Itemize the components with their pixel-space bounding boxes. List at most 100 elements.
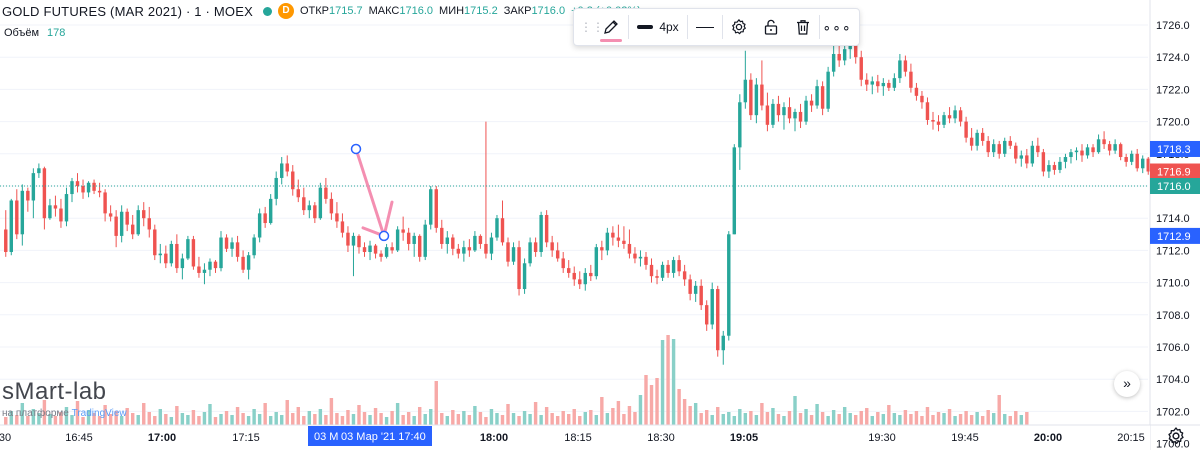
candle: [445, 231, 450, 254]
volume-bar: [274, 412, 278, 425]
candle: [716, 285, 720, 357]
trend-line: [354, 147, 386, 238]
candle: [70, 177, 74, 203]
volume-bar: [125, 408, 129, 425]
candle: [274, 171, 278, 206]
candle-body: [920, 95, 924, 103]
candle: [20, 184, 25, 246]
candle: [268, 194, 273, 225]
volume-bar: [550, 413, 554, 425]
time-crosshair-bg: [308, 426, 432, 446]
candle-body: [881, 82, 886, 87]
line-style-icon[interactable]: [688, 9, 722, 45]
volume-bar: [136, 415, 140, 425]
volume-bar: [644, 375, 648, 425]
candle: [1113, 139, 1117, 154]
candle: [423, 219, 427, 261]
pencil-icon[interactable]: [594, 9, 628, 45]
candle: [357, 234, 361, 254]
line-width-button[interactable]: 4px: [629, 9, 687, 45]
candle: [506, 237, 510, 267]
candle-body: [219, 237, 223, 269]
candle-body: [782, 107, 786, 116]
volume-bar: [594, 415, 599, 425]
candle-body: [848, 44, 852, 50]
volume-bar: [953, 416, 957, 425]
candle: [1047, 160, 1051, 178]
volume-label[interactable]: Объём: [4, 27, 40, 39]
drag-handle[interactable]: ⋮⋮: [580, 20, 604, 34]
toolbar-separator: [628, 15, 629, 39]
candle-body: [213, 261, 218, 269]
volume-bar: [798, 413, 803, 425]
delay-badge[interactable]: D: [277, 3, 294, 19]
candle-body: [296, 189, 300, 198]
candle-body: [335, 213, 339, 222]
volume-bar: [103, 405, 107, 425]
candle-body: [583, 272, 587, 285]
unlock-icon[interactable]: [755, 9, 787, 45]
toolbar-separator: [722, 15, 723, 39]
candle-body: [567, 268, 571, 273]
candle: [153, 224, 157, 261]
candle-body: [760, 84, 764, 106]
candle: [291, 165, 295, 196]
volume-bar: [831, 410, 836, 425]
volume-bar: [219, 414, 223, 425]
candle: [1129, 150, 1134, 166]
candle: [467, 239, 472, 257]
candle: [583, 268, 587, 291]
candle-body: [246, 255, 251, 270]
candle: [1102, 131, 1106, 149]
candle-body: [164, 253, 168, 264]
candle-body: [1025, 155, 1029, 164]
volume-bar: [539, 415, 543, 425]
volume-bar: [511, 413, 516, 425]
candle-body: [108, 213, 113, 217]
time-tick-label: 17:00: [148, 432, 176, 444]
volume-bar: [373, 408, 378, 425]
volume-bar: [70, 415, 74, 425]
candle: [280, 157, 284, 185]
candle: [9, 198, 13, 256]
candle-body: [1036, 145, 1040, 153]
candle-body: [578, 279, 582, 285]
candle-body: [434, 189, 438, 228]
time-tick-label: 20:15: [1117, 432, 1145, 444]
volume-bar: [600, 397, 604, 425]
candle: [142, 202, 146, 227]
scroll-to-realtime-button[interactable]: »: [1114, 371, 1140, 397]
candle: [572, 266, 576, 286]
candle-body: [589, 272, 593, 277]
candle: [1030, 140, 1035, 167]
volume-bar: [793, 396, 797, 425]
volume-bar: [484, 417, 488, 425]
volume-bar: [445, 416, 450, 425]
candle-body: [9, 200, 13, 253]
volume-bar: [153, 416, 157, 425]
volume-bar: [285, 400, 289, 425]
candle-body: [379, 253, 383, 257]
symbol-title[interactable]: GOLD FUTURES (MAR 2021) · 1 · MOEX: [2, 3, 253, 19]
candle: [1063, 153, 1068, 169]
more-icon[interactable]: ∘∘∘: [822, 18, 852, 35]
candle: [362, 242, 367, 257]
candle: [1096, 134, 1101, 154]
volume-bar: [351, 414, 356, 425]
candle-body: [423, 224, 427, 257]
candle: [820, 81, 825, 116]
gear-icon[interactable]: [723, 9, 755, 45]
trash-icon[interactable]: [787, 9, 819, 45]
candle-body: [528, 242, 532, 264]
candle-body: [1003, 140, 1007, 154]
candle: [500, 200, 505, 246]
volume-bar: [1019, 415, 1024, 425]
candle-body: [1135, 153, 1139, 169]
volume-bar: [164, 414, 168, 425]
chart-settings-button[interactable]: [1166, 426, 1186, 446]
candle: [15, 189, 19, 240]
watermark-subtitle: на платформе TradingView: [2, 408, 127, 419]
volume-bar: [611, 408, 615, 425]
drawing-toolbar: ⋮⋮ 4px ∘∘∘: [573, 8, 860, 46]
